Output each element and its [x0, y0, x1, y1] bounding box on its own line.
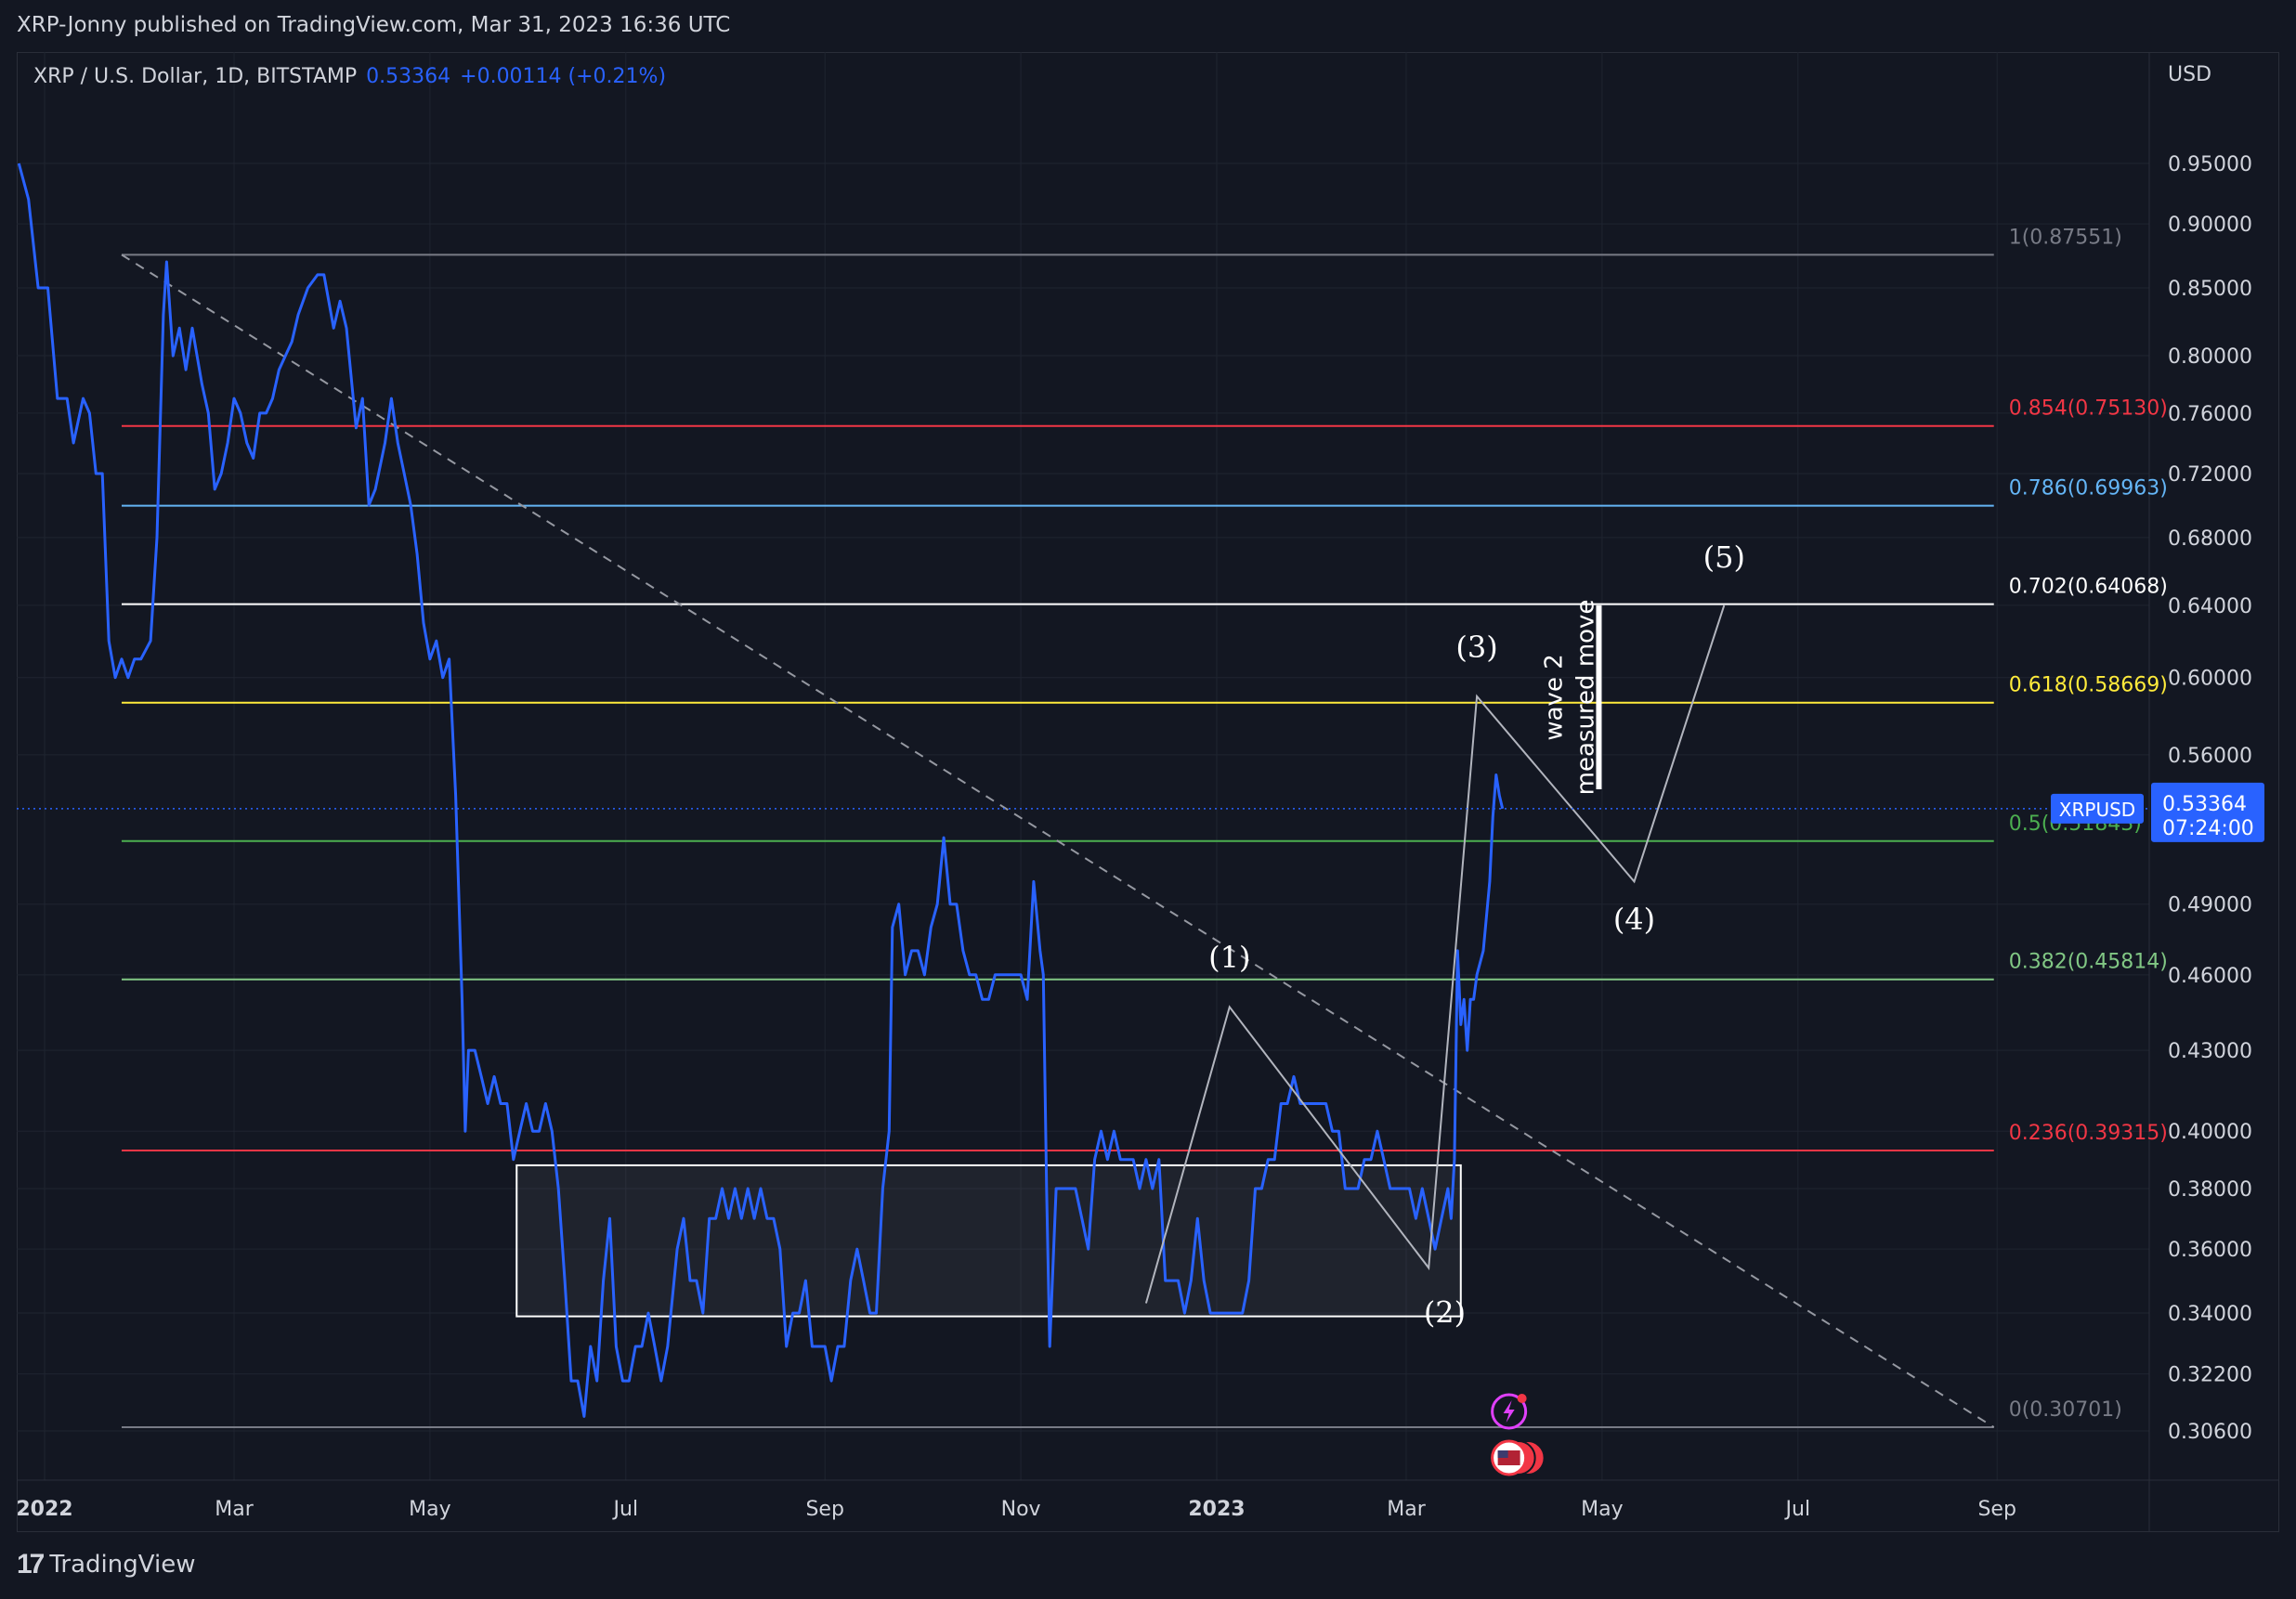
- chart-frame: [17, 52, 2279, 1532]
- time-axis-tick: Sep: [1977, 1498, 2016, 1521]
- fib-level-label: 0(0.30701): [2009, 1398, 2122, 1422]
- time-axis-tick: 2023: [1188, 1498, 1245, 1521]
- time-axis-tick: Sep: [805, 1498, 843, 1521]
- publisher-bar: XRP-Jonny published on TradingView.com, …: [0, 0, 2296, 52]
- last-price-badge-countdown: 07:24:00: [2162, 817, 2254, 840]
- descending-trendline[interactable]: [121, 254, 1995, 1428]
- symbol-badge: [2051, 793, 2144, 824]
- wave-label: (1): [1208, 940, 1250, 975]
- price-axis-tick: 0.46000: [2168, 965, 2252, 988]
- measured-move-label: measured move: [1572, 600, 1599, 796]
- price-axis-tick: 0.38000: [2168, 1178, 2252, 1202]
- last-price-badge-price: 0.53364: [2162, 793, 2247, 816]
- last-price-badge: [2151, 782, 2264, 842]
- price-axis-tick: 0.56000: [2168, 745, 2252, 768]
- fib-level-label: 0.786(0.69963): [2009, 477, 2168, 500]
- price-axis-tick: 0.72000: [2168, 463, 2252, 487]
- fib-level-label: 0.382(0.45814): [2009, 951, 2168, 974]
- publisher-text: XRP-Jonny published on TradingView.com, …: [17, 13, 731, 37]
- price-axis-tick: 0.76000: [2168, 403, 2252, 426]
- price-axis-tick: 0.34000: [2168, 1303, 2252, 1326]
- price-axis-tick: 0.43000: [2168, 1040, 2252, 1063]
- time-axis-tick: Jul: [1784, 1498, 1811, 1521]
- last-price-value: 0.53364: [366, 65, 451, 88]
- time-axis-tick: May: [409, 1498, 450, 1521]
- fib-level-label: 0.236(0.39315): [2009, 1122, 2168, 1145]
- measured-move-label: wave 2: [1540, 654, 1568, 740]
- range-box[interactable]: [515, 1164, 1462, 1318]
- price-axis-tick: 0.36000: [2168, 1239, 2252, 1262]
- price-axis-tick: 0.49000: [2168, 894, 2252, 917]
- tradingview-logo-icon: 17: [17, 1549, 45, 1580]
- price-change: +0.00114 (+0.21%): [460, 65, 667, 88]
- symbol-title: XRP / U.S. Dollar, 1D, BITSTAMP: [33, 65, 358, 88]
- fib-level-label: 0.702(0.64068): [2009, 576, 2168, 599]
- time-axis-tick: Jul: [612, 1498, 639, 1521]
- wave-projection-path[interactable]: [1144, 604, 1726, 1304]
- price-axis-tick: 0.64000: [2168, 595, 2252, 618]
- tradingview-wordmark: TradingView: [49, 1551, 196, 1579]
- wave-label: (5): [1703, 540, 1745, 575]
- price-axis-tick: 0.68000: [2168, 527, 2252, 551]
- fib-level-label: 1(0.87551): [2009, 226, 2122, 249]
- price-axis-tick: 0.60000: [2168, 668, 2252, 691]
- time-axis-tick: May: [1581, 1498, 1623, 1521]
- footer-bar: [0, 1532, 2296, 1599]
- notification-dot-icon: [1517, 1394, 1527, 1403]
- price-series-line[interactable]: [17, 162, 1505, 1418]
- symbol-badge-text: XRPUSD: [2059, 799, 2135, 821]
- wave-label: (2): [1424, 1295, 1466, 1331]
- price-axis-tick: 0.85000: [2168, 278, 2252, 301]
- price-axis-tick: 0.40000: [2168, 1121, 2252, 1144]
- time-axis-tick: Mar: [1387, 1498, 1426, 1521]
- symbol-legend: XRP / U.S. Dollar, 1D, BITSTAMP 0.53364 +0…: [33, 65, 666, 88]
- time-axis-tick: 2022: [16, 1498, 72, 1521]
- price-axis-tick: 0.32200: [2168, 1364, 2252, 1387]
- price-axis-tick: 0.95000: [2168, 153, 2252, 176]
- price-axis-tick: 0.90000: [2168, 214, 2252, 237]
- fib-level-label: 0.618(0.58669): [2009, 674, 2168, 697]
- currency-label: USD: [2168, 63, 2212, 86]
- wave-label: (4): [1613, 902, 1655, 937]
- price-axis-tick: 0.80000: [2168, 345, 2252, 369]
- tradingview-logo[interactable]: 17 TradingView: [17, 1549, 195, 1580]
- lightning-icon: [1503, 1400, 1515, 1423]
- time-axis-tick: Nov: [1001, 1498, 1041, 1521]
- us-flag-canton-icon: [1497, 1450, 1508, 1458]
- fib-level-label: 0.854(0.75130): [2009, 397, 2168, 421]
- wave-label: (3): [1455, 630, 1497, 665]
- time-axis-tick: Mar: [215, 1498, 254, 1521]
- price-axis-tick: 0.30600: [2168, 1421, 2252, 1444]
